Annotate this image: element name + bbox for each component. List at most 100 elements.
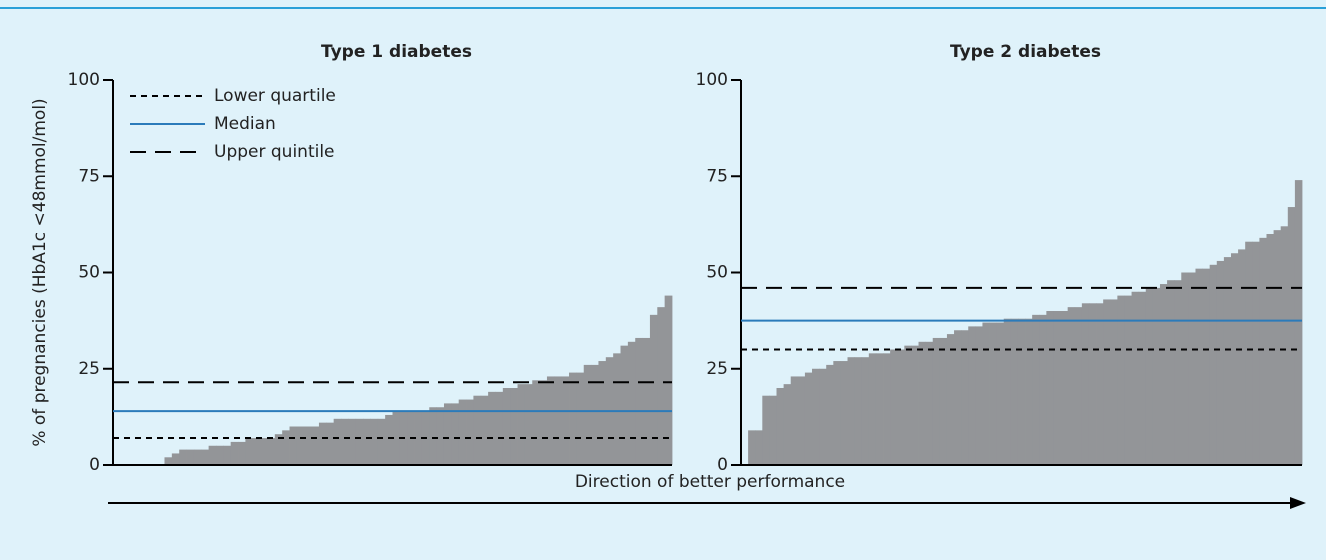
bar [296, 426, 305, 465]
bar [1010, 318, 1019, 465]
bar [620, 345, 629, 465]
bar [1188, 272, 1196, 465]
bar [1131, 291, 1140, 465]
bar [230, 441, 239, 465]
bar [1287, 207, 1296, 466]
bar [208, 445, 217, 465]
bar [282, 430, 290, 465]
bar [1223, 257, 1232, 465]
bar [657, 307, 666, 465]
chart-title: Type 2 diabetes [950, 42, 1101, 62]
bar [171, 453, 180, 465]
bar [355, 418, 364, 465]
bar [790, 376, 799, 465]
bar [414, 411, 423, 465]
bar [326, 422, 335, 465]
bar [904, 345, 912, 465]
bar [854, 357, 863, 465]
bar [1046, 311, 1054, 465]
bar [443, 403, 452, 465]
annotation: Direction of better performance [575, 472, 845, 492]
y-tick-label: 25 [706, 359, 728, 379]
bar [861, 357, 870, 465]
bar [627, 341, 636, 465]
bar [868, 353, 877, 465]
bar [451, 403, 460, 465]
bar [1259, 237, 1267, 465]
bar [819, 368, 827, 465]
y-tick-label: 100 [68, 70, 100, 90]
bar [833, 361, 841, 465]
bar [840, 361, 848, 465]
y-tick-label: 75 [706, 166, 728, 186]
bar [1181, 272, 1189, 465]
bar [1074, 307, 1083, 465]
bar [946, 334, 955, 465]
legend-label: Upper quintile [214, 142, 335, 162]
bar [897, 349, 905, 465]
bar [776, 388, 785, 465]
bar [1238, 249, 1246, 465]
y-axis-label: % of pregnancies (HbA1c <48mmol/mol) [30, 98, 50, 446]
bar [179, 449, 187, 465]
bar [458, 399, 467, 465]
bar [377, 418, 386, 465]
bar [875, 353, 884, 465]
y-tick-label: 25 [78, 359, 100, 379]
bar [370, 418, 379, 465]
bar [304, 426, 312, 465]
bar [598, 361, 607, 465]
bar [826, 364, 834, 465]
bar [436, 407, 445, 465]
bar [954, 330, 962, 465]
bar [932, 337, 941, 465]
bar [890, 349, 898, 465]
bar [289, 426, 298, 465]
bar [797, 376, 806, 465]
bar [1124, 295, 1132, 465]
legend-label: Median [214, 114, 276, 134]
bar [576, 372, 585, 465]
bar [1280, 226, 1289, 465]
bar [473, 395, 482, 465]
bar [392, 411, 401, 465]
bar [925, 341, 934, 465]
bar [164, 457, 173, 465]
bar [532, 380, 541, 465]
bar [783, 384, 792, 465]
chart-title: Type 1 diabetes [321, 42, 472, 62]
bar [546, 376, 555, 465]
y-tick-label: 50 [78, 263, 100, 283]
bar [267, 438, 276, 465]
bar [1167, 280, 1175, 465]
bar [748, 430, 756, 465]
bar [591, 364, 599, 465]
bar [918, 341, 927, 465]
bar [1017, 318, 1026, 465]
bar [1273, 230, 1282, 465]
bar [1216, 260, 1225, 465]
bar [274, 434, 283, 465]
bar [363, 418, 371, 465]
bar [613, 353, 621, 465]
bar [569, 372, 577, 465]
bar [1138, 291, 1147, 465]
bar [488, 391, 496, 465]
bar [911, 345, 919, 465]
bar [961, 330, 969, 465]
bar [1152, 287, 1161, 465]
bar [561, 376, 570, 465]
bar [502, 388, 511, 465]
y-tick-label: 75 [78, 166, 100, 186]
bar [939, 337, 948, 465]
bar [883, 353, 891, 465]
bar [1103, 299, 1111, 465]
bar [1003, 318, 1012, 465]
y-tick-label: 0 [89, 455, 100, 475]
bar [1060, 311, 1069, 465]
bar [1245, 241, 1253, 465]
bar [755, 430, 763, 465]
bar [1230, 253, 1239, 465]
bar [812, 368, 820, 465]
